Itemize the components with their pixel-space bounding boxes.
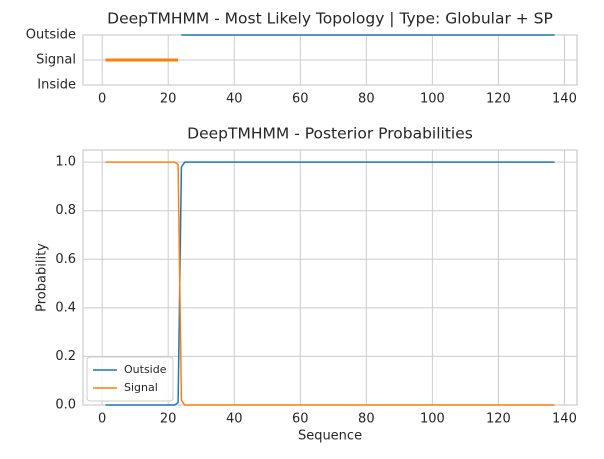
y-tick-label: Outside — [26, 28, 76, 43]
x-tick-label: 80 — [358, 412, 375, 427]
x-tick-label: 40 — [226, 92, 243, 107]
y-tick-label: Inside — [37, 78, 76, 93]
x-tick-label: 120 — [486, 412, 511, 427]
x-tick-label: 0 — [98, 412, 106, 427]
chart-title: DeepTMHMM - Most Likely Topology | Type:… — [107, 10, 553, 28]
x-tick-label: 60 — [292, 92, 309, 107]
x-tick-label: 120 — [486, 92, 511, 107]
y-tick-label: 0.2 — [55, 349, 76, 364]
legend: Outside Signal — [86, 356, 174, 402]
x-tick-label: 20 — [160, 92, 177, 107]
y-axis-label: Probability — [35, 243, 50, 312]
x-tick-label: 80 — [358, 92, 375, 107]
y-tick-label: 0.6 — [55, 252, 76, 267]
y-tick-label: 1.0 — [55, 155, 76, 170]
x-tick-label: 60 — [292, 412, 309, 427]
y-tick-label: 0.8 — [55, 203, 76, 218]
y-tick-label: Signal — [36, 53, 76, 68]
x-axis-label: Sequence — [298, 429, 362, 444]
x-tick-label: 100 — [420, 412, 445, 427]
legend-label: Signal — [124, 381, 158, 394]
x-tick-label: 140 — [552, 92, 577, 107]
x-tick-label: 100 — [420, 92, 445, 107]
x-tick-label: 0 — [98, 92, 106, 107]
chart-title: DeepTMHMM - Posterior Probabilities — [187, 125, 473, 143]
x-tick-label: 140 — [552, 412, 577, 427]
legend-box — [86, 356, 174, 402]
series-line — [105, 161, 555, 406]
y-tick-label: 0.4 — [55, 300, 76, 315]
legend-label: Outside — [124, 363, 167, 376]
x-tick-label: 20 — [160, 412, 177, 427]
y-tick-label: 0.0 — [55, 398, 76, 413]
x-tick-label: 40 — [226, 412, 243, 427]
